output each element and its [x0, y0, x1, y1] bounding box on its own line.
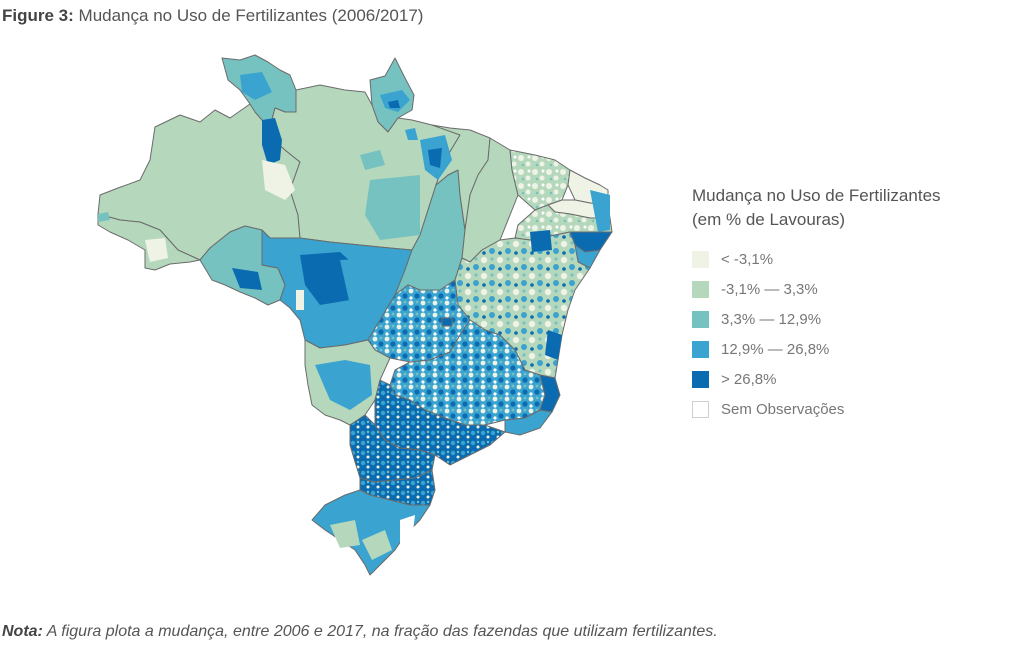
note-label: Nota:: [2, 623, 43, 640]
legend-item-12-9-to-26-8: 12,9% — 26,8%: [692, 334, 992, 364]
legend-label: -3,1% — 3,3%: [721, 280, 818, 298]
legend-swatch: [692, 400, 709, 418]
legend-label: Sem Observações: [721, 400, 845, 418]
legend-item-3-3-to-12-9: 3,3% — 12,9%: [692, 304, 992, 334]
legend-title-line1: Mudança no Uso de Fertilizantes: [692, 186, 941, 205]
legend-item-no-observations: Sem Observações: [692, 394, 992, 424]
legend-item-lt-neg3-1: < -3,1%: [692, 244, 992, 274]
legend-item-gt-26-8: > 26,8%: [692, 364, 992, 394]
note-text: A figura plota a mudança, entre 2006 e 2…: [46, 623, 718, 640]
map-legend: Mudança no Uso de Fertilizantes (em % de…: [692, 184, 992, 424]
region-rio-grande-do-sul: [311, 489, 431, 576]
legend-label: > 26,8%: [721, 370, 777, 388]
region-rio-de-janeiro: [504, 409, 553, 436]
legend-title: Mudança no Uso de Fertilizantes (em % de…: [692, 184, 992, 232]
legend-label: 3,3% — 12,9%: [721, 310, 822, 328]
figure-title: Figure 3: Mudança no Uso de Fertilizante…: [2, 6, 423, 26]
figure-title-text: Mudança no Uso de Fertilizantes (2006/20…: [78, 6, 424, 25]
legend-label: 12,9% — 26,8%: [721, 340, 830, 358]
legend-swatch: [692, 310, 709, 328]
figure-label: Figure 3:: [2, 6, 74, 25]
figure-note: Nota: A figura plota a mudança, entre 20…: [2, 623, 718, 641]
legend-label: < -3,1%: [721, 250, 774, 268]
brazil-choropleth-map: [90, 50, 650, 590]
legend-swatch: [692, 370, 709, 388]
legend-swatch: [692, 280, 709, 298]
legend-title-line2: (em % de Lavouras): [692, 210, 846, 229]
legend-swatch: [692, 340, 709, 358]
legend-swatch: [692, 250, 709, 268]
legend-item-neg3-1-to-3-3: -3,1% — 3,3%: [692, 274, 992, 304]
region-distrito-federal: [441, 317, 453, 327]
